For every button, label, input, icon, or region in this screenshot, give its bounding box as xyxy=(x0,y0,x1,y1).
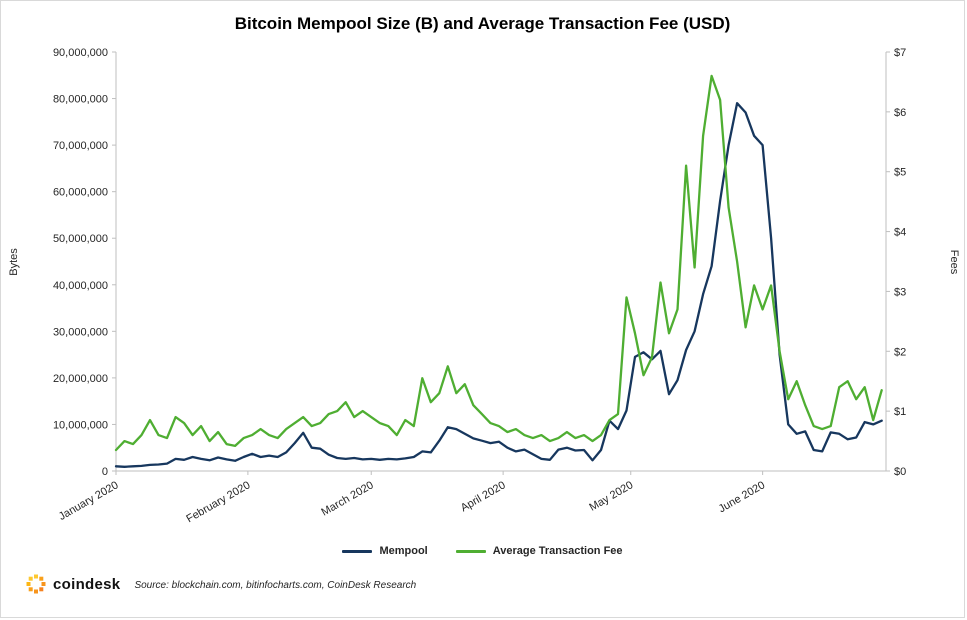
legend-item-mempool: Mempool xyxy=(342,545,428,557)
y-left-tick-label: 40,000,000 xyxy=(53,280,108,292)
y-axis-title-right: Fees xyxy=(948,250,960,275)
y-left-tick-label: 90,000,000 xyxy=(53,47,108,59)
y-right-tick-label: $7 xyxy=(894,47,906,59)
y-left-tick-label: 20,000,000 xyxy=(53,373,108,385)
series-line-fee xyxy=(114,74,883,452)
legend-item-fee: Average Transaction Fee xyxy=(455,545,623,557)
y-right-tick-label: $3 xyxy=(894,286,906,298)
x-tick-label: June 2020 xyxy=(717,479,768,515)
y-right-tick-label: $5 xyxy=(894,167,906,179)
x-tick-label: February 2020 xyxy=(184,479,252,525)
coindesk-wordmark: coindesk xyxy=(53,575,121,593)
y-left-tick-label: 10,000,000 xyxy=(53,419,108,431)
y-left-tick-label: 0 xyxy=(102,466,108,478)
y-left-tick-label: 50,000,000 xyxy=(53,233,108,245)
y-axis-title-left: Bytes xyxy=(8,248,20,276)
y-left-tick-label: 80,000,000 xyxy=(53,94,108,106)
y-right-tick-label: $6 xyxy=(894,107,906,119)
chart-footer: coindesk Source: blockchain.com, bitinfo… xyxy=(25,573,964,595)
chart-canvas: Bytes Fees 0 10,000,000 20,000,000 30,000,0… xyxy=(8,47,960,525)
x-tick-label: May 2020 xyxy=(587,479,635,514)
mempool-line-swatch xyxy=(342,549,373,553)
y-right-tick-label: $2 xyxy=(894,346,906,358)
y-left-tick-label: 30,000,000 xyxy=(53,326,108,338)
chart-legend: Mempool Average Transaction Fee xyxy=(1,545,964,557)
x-tick-label: March 2020 xyxy=(319,479,375,518)
y-right-tick-label: $1 xyxy=(894,406,906,418)
y-right-tick-label: $4 xyxy=(894,227,906,239)
y-left-tick-label: 70,000,000 xyxy=(53,140,108,152)
legend-label-mempool: Mempool xyxy=(379,545,428,557)
coindesk-logo-icon xyxy=(26,574,46,594)
x-tick-label: January 2020 xyxy=(57,479,121,523)
source-attribution: Source: blockchain.com, bitinfocharts.co… xyxy=(134,580,417,591)
series-line-mempool xyxy=(114,102,883,468)
y-right-tick-label: $0 xyxy=(894,466,906,478)
x-tick-label: April 2020 xyxy=(459,479,508,514)
coindesk-brand: coindesk xyxy=(25,573,120,595)
legend-label-fee: Average Transaction Fee xyxy=(492,545,623,557)
fee-line-swatch xyxy=(455,549,486,553)
y-left-tick-label: 60,000,000 xyxy=(53,187,108,199)
chart-title: Bitcoin Mempool Size (B) and Average Tra… xyxy=(234,14,731,33)
